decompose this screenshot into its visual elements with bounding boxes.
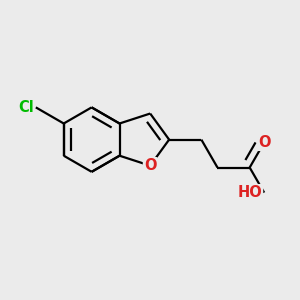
- Text: O: O: [144, 158, 156, 173]
- Text: O: O: [258, 135, 270, 150]
- Text: Cl: Cl: [18, 100, 34, 115]
- Text: HO: HO: [237, 185, 262, 200]
